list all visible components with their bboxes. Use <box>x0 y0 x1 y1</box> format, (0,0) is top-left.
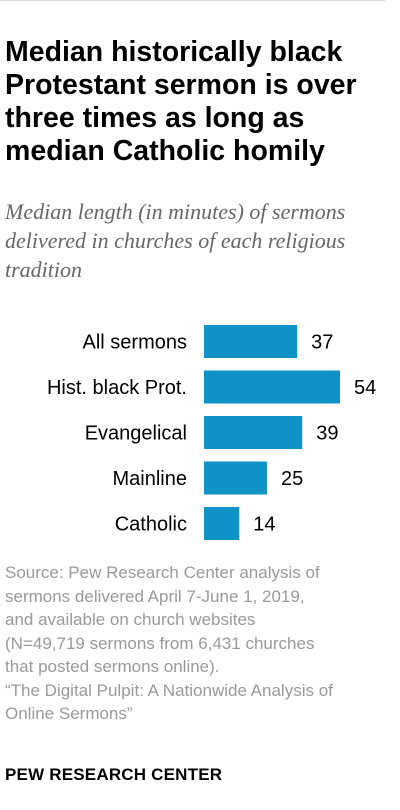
chart-subtitle: Median length (in minutes) of sermons de… <box>5 199 346 282</box>
category-label: Evangelical <box>85 423 187 445</box>
category-label: All sermons <box>83 332 187 354</box>
source-line: that posted sermons online). <box>5 657 220 676</box>
value-label: 39 <box>316 423 338 445</box>
chart-title: Median historically black Protestant ser… <box>5 36 357 167</box>
pew-research-center-logo-text: PEW RESEARCH CENTER <box>5 765 223 784</box>
value-label: 54 <box>354 377 376 399</box>
category-label: Mainline <box>113 468 187 490</box>
value-label: 25 <box>281 468 303 490</box>
source-line: sermons delivered April 7-June 1, 2019, <box>5 586 305 606</box>
category-label: Hist. black Prot. <box>47 377 187 399</box>
bar-chart: All sermons 37 Hist. black Prot. 54 Evangeli… <box>47 325 376 540</box>
source-line: Source: Pew Research Center analysis of <box>5 563 320 582</box>
top-divider <box>0 0 385 1</box>
bar-mainline <box>204 461 267 495</box>
source-line: (N=49,719 sermons from 6,431 churches <box>5 633 315 653</box>
value-label: 14 <box>253 514 275 536</box>
report-title-line: “The Digital Pulpit: A Nationwide Analys… <box>5 680 333 700</box>
value-label: 37 <box>311 332 333 354</box>
category-label: Catholic <box>115 514 187 536</box>
bar-catholic <box>204 507 240 540</box>
bar-hist-black-prot <box>204 370 340 404</box>
source-line: and available on church websites <box>5 610 256 629</box>
source-note: Source: Pew Research Center analysis of … <box>5 561 395 726</box>
bar-all-sermons <box>204 325 298 358</box>
bar-evangelical <box>204 416 303 449</box>
report-title-line: Online Sermons” <box>5 704 133 723</box>
